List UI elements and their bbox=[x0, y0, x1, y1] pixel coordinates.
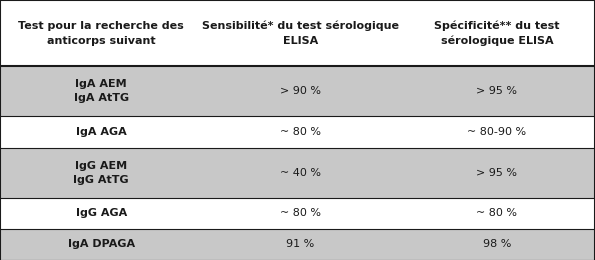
Text: IgG AGA: IgG AGA bbox=[76, 208, 127, 218]
Text: 91 %: 91 % bbox=[286, 239, 315, 249]
Text: > 95 %: > 95 % bbox=[477, 86, 517, 96]
Text: > 95 %: > 95 % bbox=[477, 167, 517, 178]
Bar bbox=[0, 0, 595, 66]
Text: ~ 80 %: ~ 80 % bbox=[280, 127, 321, 137]
Text: Test pour la recherche des
anticorps suivant: Test pour la recherche des anticorps sui… bbox=[18, 21, 184, 46]
Text: ~ 40 %: ~ 40 % bbox=[280, 167, 321, 178]
Text: IgA AGA: IgA AGA bbox=[76, 127, 127, 137]
Text: > 90 %: > 90 % bbox=[280, 86, 321, 96]
Text: IgG AEM
IgG AtTG: IgG AEM IgG AtTG bbox=[73, 160, 129, 185]
Text: 98 %: 98 % bbox=[483, 239, 511, 249]
Text: IgA DPAGA: IgA DPAGA bbox=[68, 239, 134, 249]
Bar bbox=[0, 198, 595, 229]
Bar bbox=[0, 229, 595, 260]
Text: Spécificité** du test
sérologique ELISA: Spécificité** du test sérologique ELISA bbox=[434, 20, 559, 46]
Text: ~ 80 %: ~ 80 % bbox=[280, 208, 321, 218]
Bar bbox=[0, 116, 595, 147]
Text: ~ 80 %: ~ 80 % bbox=[477, 208, 517, 218]
Text: Sensibilité* du test sérologique
ELISA: Sensibilité* du test sérologique ELISA bbox=[202, 21, 399, 46]
Text: ~ 80-90 %: ~ 80-90 % bbox=[467, 127, 527, 137]
Bar bbox=[0, 147, 595, 198]
Bar bbox=[0, 66, 595, 116]
Text: IgA AEM
IgA AtTG: IgA AEM IgA AtTG bbox=[74, 79, 129, 103]
